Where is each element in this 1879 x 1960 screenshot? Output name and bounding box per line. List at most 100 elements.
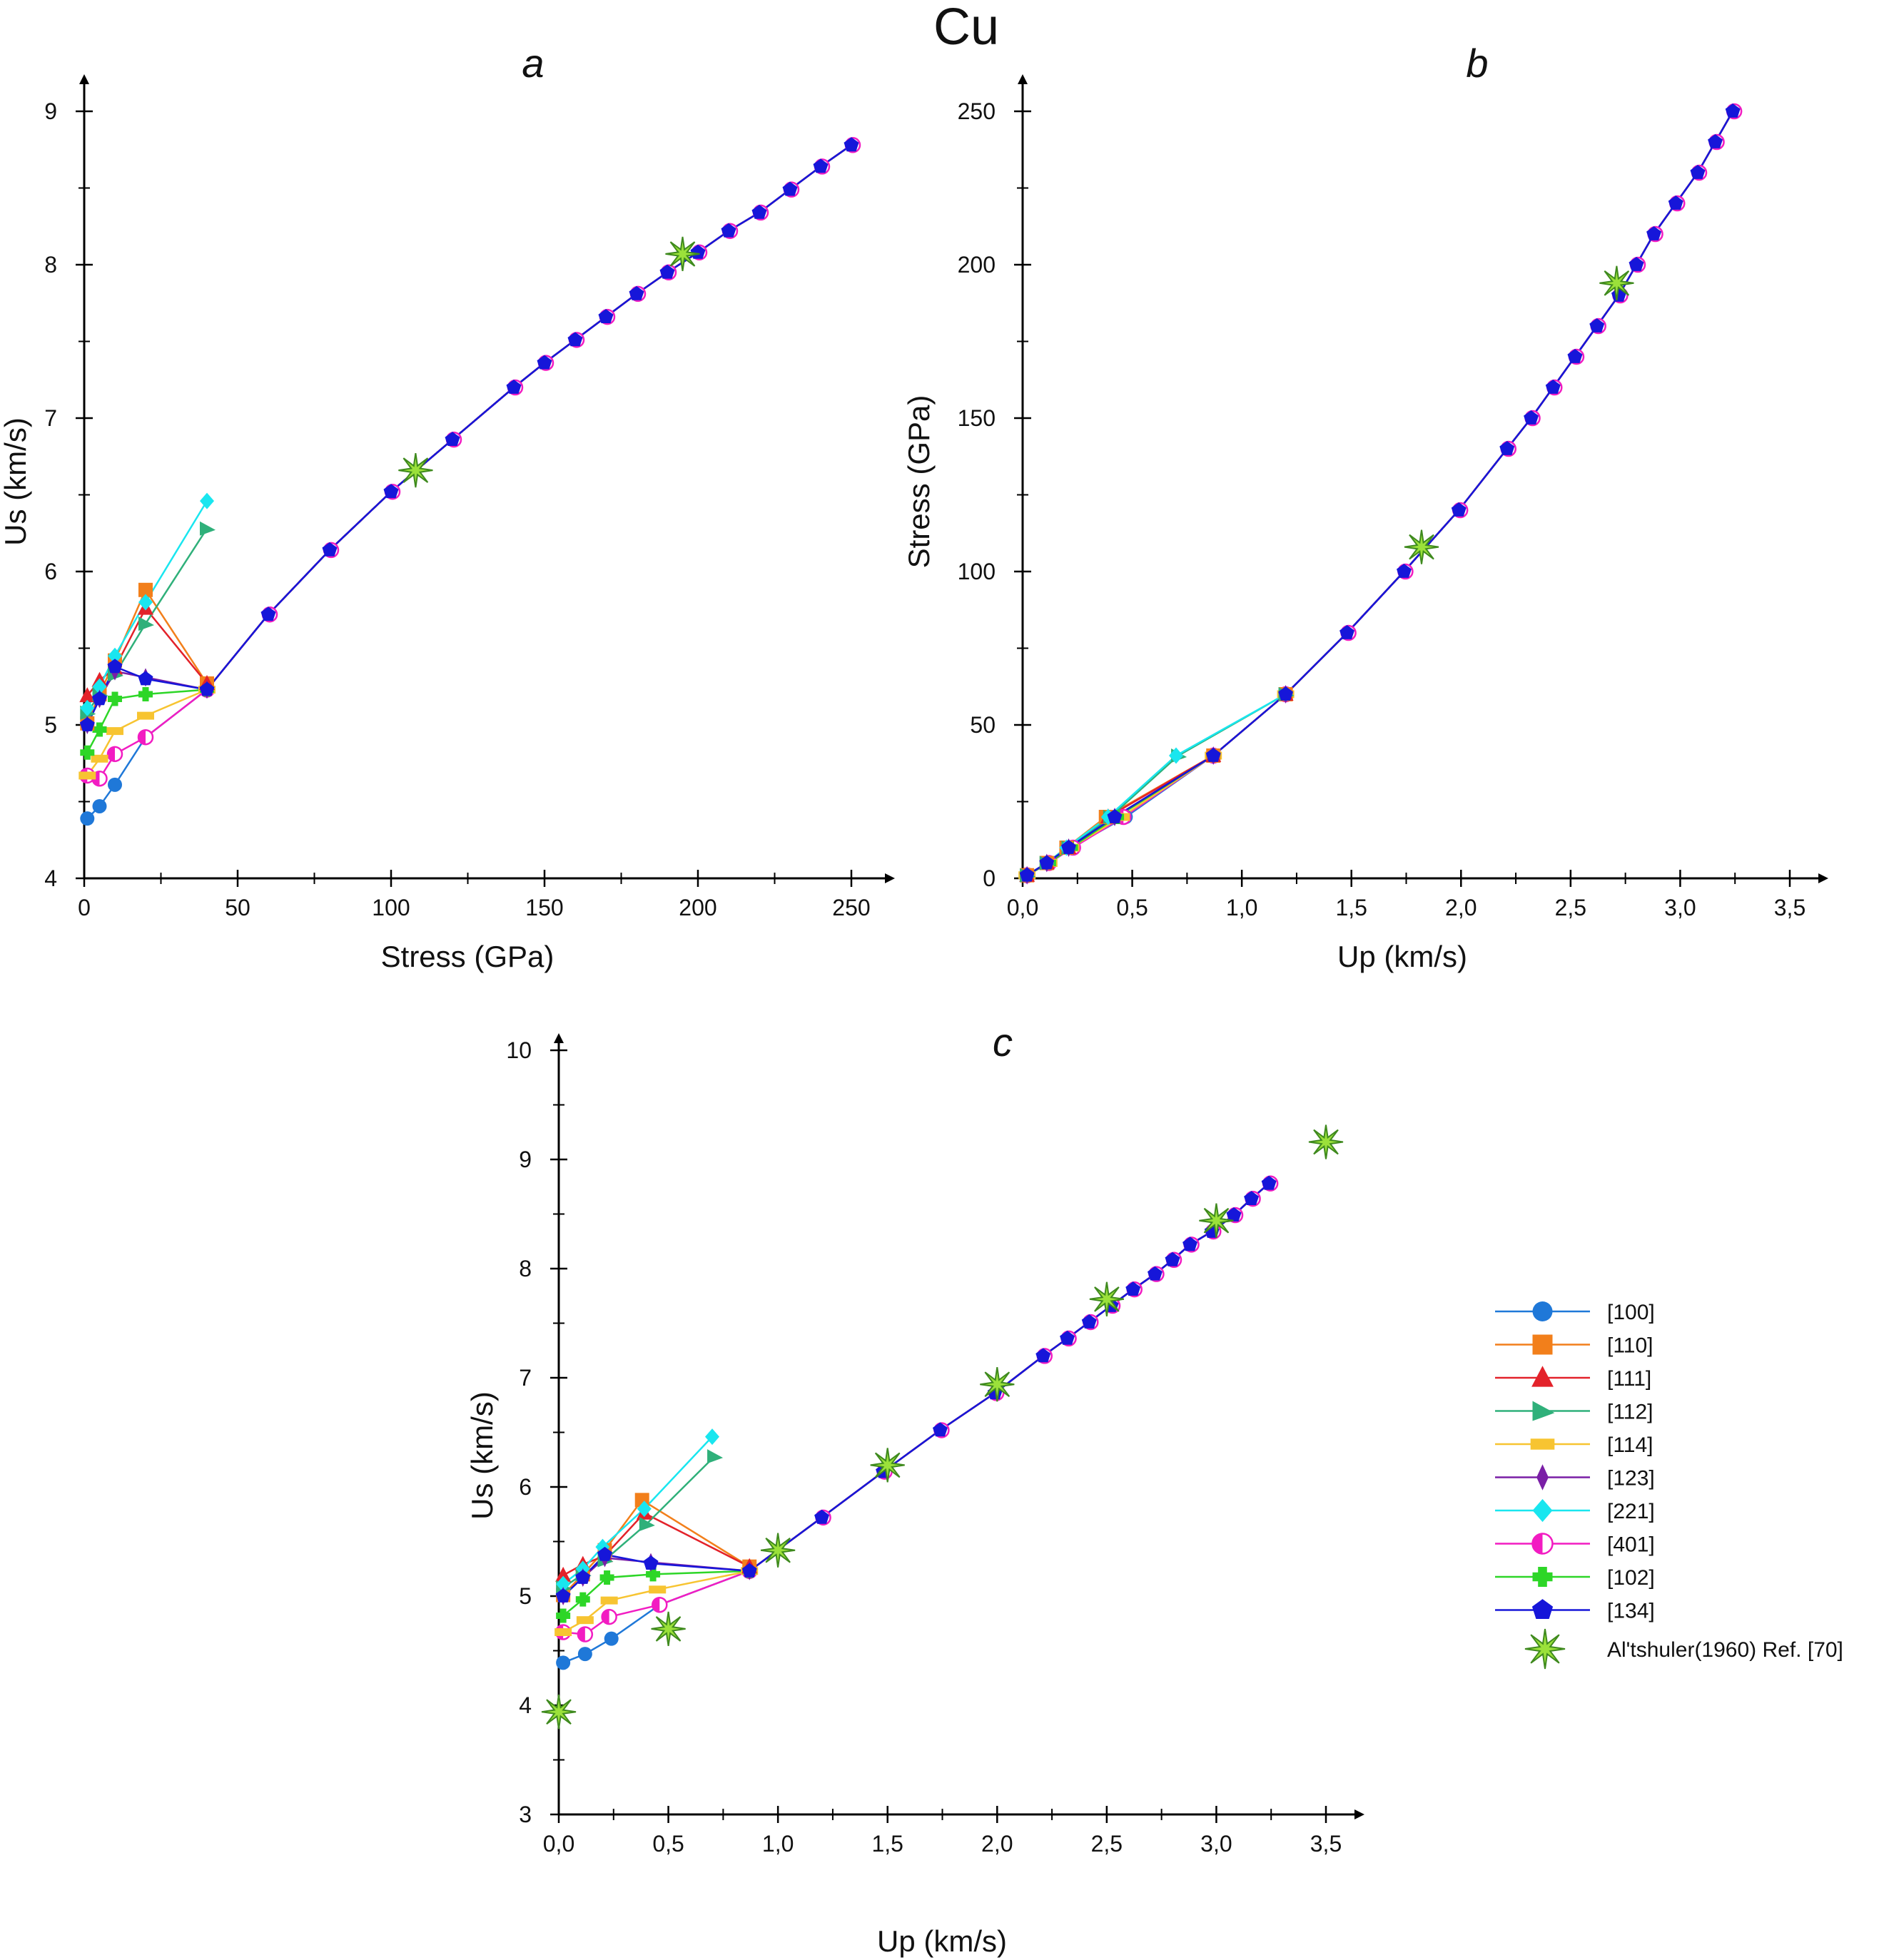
panel-b: b 0,0 0,5 1,0 1,5 2,0 2,5 3,0 3,5 0 50 100 150 200 250…	[902, 41, 1828, 973]
tail-point-134	[813, 158, 829, 173]
data-point-111	[79, 687, 96, 703]
data-point-221	[1169, 747, 1183, 764]
reference-point	[651, 1611, 686, 1647]
x-tick-label: 0,5	[1116, 895, 1148, 920]
data-point-114	[554, 1628, 572, 1636]
data-point-134	[79, 717, 95, 731]
tail-point-134	[659, 264, 675, 279]
reference-point	[760, 1533, 796, 1568]
x-tick-label: 3,5	[1774, 895, 1805, 920]
tail-point-134	[567, 332, 583, 347]
legend-marker-100	[1532, 1301, 1553, 1321]
tail-point-134	[1397, 564, 1412, 578]
tail-point-134	[1148, 1266, 1163, 1281]
data-point-102	[646, 1567, 661, 1582]
data-point-114	[649, 1585, 667, 1594]
legend-reference-marker	[1524, 1628, 1566, 1670]
x-tick-label: 0,5	[652, 1831, 684, 1857]
data-point-221	[705, 1428, 719, 1446]
x-tick-label: 2,5	[1091, 1831, 1123, 1857]
data-point-114	[137, 711, 154, 720]
data-point-112	[138, 616, 154, 631]
legend-label: [100]	[1607, 1301, 1655, 1324]
data-point-102	[92, 722, 107, 737]
legend-reference-label: Al'tshuler(1960) Ref. [70]	[1607, 1638, 1843, 1662]
y-tick-label: 6	[44, 559, 57, 584]
data-point-401	[601, 1608, 617, 1625]
legend-label: [114]	[1607, 1433, 1653, 1457]
x-tick-label: 150	[525, 895, 563, 920]
tail-point-134	[933, 1422, 948, 1437]
data-point-114	[106, 727, 123, 736]
y-axis-title: Stress (GPa)	[902, 395, 936, 569]
tail-point-134	[598, 309, 614, 323]
x-tick-label: 200	[679, 895, 716, 920]
data-point-134	[92, 691, 107, 706]
y-tick-label: 200	[958, 252, 996, 278]
y-tick-label: 9	[44, 98, 57, 124]
tail-point-134	[629, 285, 644, 300]
x-axis-arrow	[885, 873, 895, 883]
x-tick-label: 0,0	[1007, 895, 1038, 920]
tail-point-134	[1165, 1251, 1180, 1266]
legend-marker-112	[1532, 1401, 1555, 1421]
reference-point	[665, 236, 700, 272]
data-point-221	[138, 594, 153, 611]
x-tick-label: 100	[372, 895, 410, 920]
data-point-111	[555, 1566, 572, 1582]
legend-label: [401]	[1607, 1533, 1655, 1557]
tail-point-134	[1690, 165, 1706, 179]
y-axis-title: Us (km/s)	[0, 417, 32, 546]
data-point-134	[199, 681, 215, 696]
tail-point-134	[814, 1509, 829, 1524]
tail-point-134	[1244, 1191, 1259, 1205]
x-axis-arrow	[1354, 1809, 1364, 1819]
data-point-134	[1278, 686, 1293, 701]
data-point-401	[577, 1626, 594, 1642]
data-point-134	[575, 1570, 591, 1584]
data-point-114	[576, 1616, 594, 1625]
tail-point-134	[1261, 1175, 1277, 1190]
legend-label: [110]	[1607, 1334, 1653, 1358]
y-tick-label: 10	[506, 1037, 532, 1063]
tail-point-134	[506, 380, 522, 394]
tail-point-134	[1589, 318, 1605, 332]
y-tick-label: 6	[519, 1474, 532, 1500]
legend-label: [111]	[1607, 1367, 1651, 1391]
reference-point	[870, 1448, 905, 1483]
x-tick-label: 1,0	[1226, 895, 1257, 920]
data-point-401	[652, 1596, 668, 1613]
data-point-221	[92, 678, 107, 695]
x-tick-label: 2,0	[1445, 895, 1477, 920]
data-point-112	[639, 1517, 655, 1532]
y-tick-label: 250	[958, 98, 996, 124]
legend-marker-102	[1532, 1567, 1553, 1587]
tail-point-134	[1451, 502, 1467, 517]
panel-letter-c: c	[993, 1020, 1013, 1065]
data-point-102	[108, 691, 122, 706]
tail-point-134	[1499, 441, 1515, 455]
legend-marker-110	[1532, 1334, 1553, 1355]
y-tick-label: 0	[983, 865, 996, 891]
reference-point	[1089, 1281, 1125, 1316]
x-tick-label: 1,5	[1335, 895, 1367, 920]
legend-marker-111	[1531, 1366, 1554, 1387]
data-point-102	[556, 1608, 571, 1623]
tail-point-134	[844, 137, 859, 152]
x-tick-label: 3,0	[1664, 895, 1696, 920]
y-tick-label: 50	[970, 712, 996, 738]
data-point-134	[741, 1563, 757, 1578]
data-point-134	[597, 1546, 612, 1561]
data-point-221	[637, 1501, 652, 1518]
x-tick-label: 1,5	[871, 1831, 903, 1857]
panel-a: a 0 50 100 150 200 250 4 5 6 7 8 9 Stress (GPa) Us (km…	[0, 41, 895, 973]
reference-point	[980, 1367, 1015, 1402]
x-axis-title: Up (km/s)	[1337, 940, 1467, 973]
y-axis-arrow	[554, 1033, 564, 1043]
tail-point-134	[537, 355, 552, 370]
figure-title: Cu	[933, 0, 999, 56]
reference-point	[541, 1695, 577, 1730]
tail-point-134	[260, 606, 276, 621]
